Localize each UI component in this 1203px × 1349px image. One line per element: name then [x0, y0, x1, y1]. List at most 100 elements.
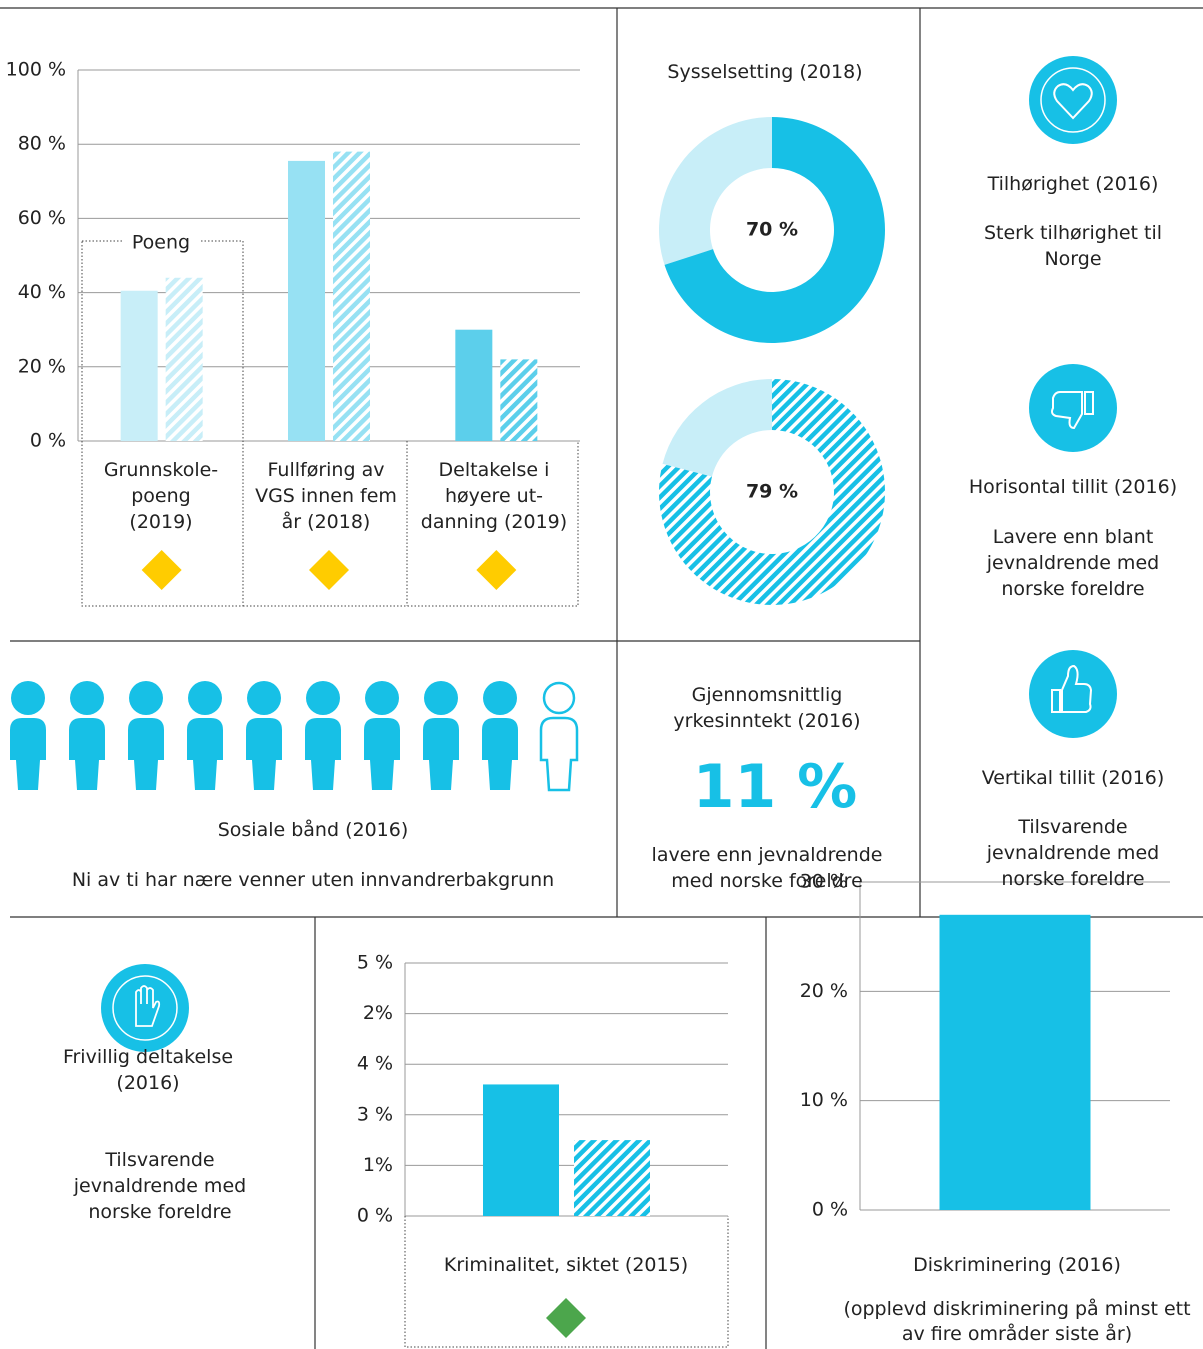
person-body — [482, 718, 518, 790]
income-value: 11 % — [692, 752, 858, 822]
bar — [939, 914, 1091, 1210]
y-tick-label: 10 % — [800, 1089, 848, 1111]
category-label: Fullføring av VGS innen fem år (2018) — [255, 459, 397, 533]
y-tick-label: 30 % — [800, 871, 848, 893]
y-tick-label: 100 % — [6, 59, 66, 81]
y-tick-label: 40 % — [18, 281, 66, 303]
icon-ring — [112, 975, 178, 1041]
tile-text: Tilsvarende jevnaldrende med norske fore… — [986, 816, 1160, 890]
person-body — [305, 718, 341, 790]
y-tick-label: 20 % — [18, 355, 66, 377]
person-body — [69, 718, 105, 790]
icon-ring — [1040, 67, 1106, 133]
donut-label: 79 % — [746, 481, 798, 503]
income-text: lavere enn jevnaldrende med norske forel… — [651, 844, 883, 892]
bar — [483, 1084, 559, 1216]
tile-title: Frivillig deltakelse (2016) — [62, 1046, 234, 1094]
bar — [288, 160, 325, 441]
rating-diamond — [476, 550, 517, 590]
category-frame — [404, 1216, 729, 1348]
donut-slice — [658, 379, 885, 605]
person-body — [364, 718, 400, 790]
icon-glyph — [1053, 83, 1093, 120]
icon-thumb-down — [1029, 364, 1117, 452]
donut-title: Sysselsetting (2018) — [667, 61, 863, 83]
annotation-label-bg — [122, 230, 200, 254]
crime-title: Kriminalitet, siktet (2015) — [443, 1254, 689, 1276]
icon-glyph — [135, 985, 161, 1027]
donut-rest — [659, 117, 772, 265]
person-icon — [10, 681, 46, 790]
category-frame — [243, 441, 579, 607]
annotation-label: Poeng — [132, 232, 190, 254]
pictogram-subtitle: Ni av ti har nære venner uten innvandrer… — [71, 869, 555, 891]
income-title: Gjennomsnittlig yrkesinntekt (2016) — [673, 684, 861, 732]
person-icon — [423, 681, 459, 790]
pictogram-title: Sosiale bånd (2016) — [217, 819, 409, 841]
panel-borders — [0, 7, 1203, 1349]
icon-glyph — [1051, 391, 1094, 430]
donut-label: 70 % — [746, 219, 798, 241]
person-body — [423, 718, 459, 790]
person-icon — [246, 681, 282, 790]
person-head — [306, 681, 340, 715]
person-icon — [69, 681, 105, 790]
person-head — [129, 681, 163, 715]
y-tick-label: 5 % — [357, 952, 393, 974]
icon-circle — [1029, 650, 1117, 738]
y-tick-label: 1% — [363, 1154, 393, 1176]
bar — [165, 277, 203, 441]
person-body — [128, 718, 164, 790]
y-tick-label: 0 % — [357, 1205, 393, 1227]
tile-text: Lavere enn blant jevnaldrende med norske… — [986, 526, 1160, 600]
person-body — [10, 718, 46, 790]
person-icon — [187, 681, 223, 790]
y-tick-label: 20 % — [800, 980, 848, 1002]
person-head — [424, 681, 458, 715]
bar — [574, 1140, 650, 1216]
rating-diamond — [309, 550, 349, 590]
person-body — [187, 718, 223, 790]
y-tick-label: 2% — [363, 1002, 393, 1024]
person-head — [483, 681, 517, 715]
bar — [500, 359, 538, 441]
person-body — [539, 716, 579, 792]
rating-diamond — [546, 1298, 586, 1338]
tile-text: Sterk tilhørighet til Norge — [983, 222, 1163, 270]
rating-diamond — [141, 550, 182, 590]
icon-circle — [1029, 364, 1117, 452]
icon-circle — [1029, 56, 1117, 144]
bar — [120, 290, 158, 441]
category-label: Deltakelse i høyere ut-danning (2019) — [420, 459, 568, 533]
icon-hand — [101, 964, 189, 1052]
person-icon — [364, 681, 400, 790]
person-icon — [539, 681, 579, 792]
icon-glyph — [1051, 664, 1093, 713]
bar — [333, 151, 370, 441]
person-head — [11, 681, 45, 715]
donut-rest — [662, 379, 772, 477]
person-body — [246, 718, 282, 790]
tile-title: Tilhørighet (2016) — [987, 173, 1159, 195]
discrimination-title: Diskriminering (2016) — [913, 1254, 1121, 1276]
y-tick-label: 3 % — [357, 1103, 393, 1125]
person-icon — [482, 681, 518, 790]
y-tick-label: 60 % — [18, 207, 66, 229]
person-head — [365, 681, 399, 715]
y-tick-label: 0 % — [812, 1199, 848, 1221]
icon-thumb-up — [1029, 650, 1117, 738]
donut-slice — [664, 117, 886, 343]
tile-title: Horisontal tillit (2016) — [968, 476, 1178, 498]
person-head — [70, 681, 104, 715]
icon-circle — [101, 964, 189, 1052]
person-head — [247, 681, 281, 715]
y-tick-label: 80 % — [18, 133, 66, 155]
y-tick-label: 0 % — [30, 430, 66, 452]
bar — [455, 329, 493, 441]
icon-heart — [1029, 56, 1117, 144]
discrimination-subtitle: (opplevd diskriminering på minst ett av … — [843, 1298, 1191, 1345]
person-head — [542, 681, 576, 715]
tile-text: Tilsvarende jevnaldrende med norske fore… — [73, 1149, 247, 1223]
